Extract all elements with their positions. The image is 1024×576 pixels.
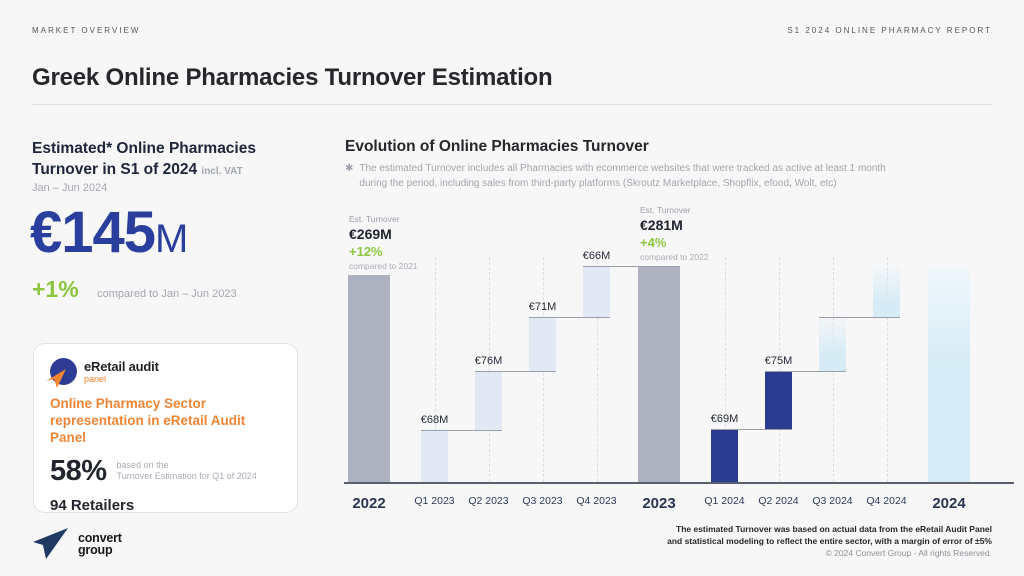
turnover-waterfall-chart: Est. Turnover €269M +12% compared to 202…	[344, 205, 1016, 515]
chart-footnote: ✱ The estimated Turnover includes all Ph…	[345, 163, 886, 189]
logo-text-line2: group	[78, 543, 113, 557]
chart-gridline	[886, 257, 888, 482]
page-title: Greek Online Pharmacies Turnover Estimat…	[32, 64, 553, 91]
eretail-logo-subtitle: panel	[84, 374, 107, 384]
chart-gridline	[724, 257, 726, 482]
title-divider	[32, 104, 992, 105]
representation-note: based on the Turnover Estimation for Q1 …	[116, 460, 257, 481]
chart-title: Evolution of Online Pharmacies Turnover	[345, 138, 649, 155]
x-axis-label-2023: 2023	[642, 495, 676, 512]
chart-bar-q2-2023	[475, 371, 502, 430]
growth-row: +1% compared to Jan – Jun 2023	[32, 276, 237, 303]
waterfall-connector	[475, 371, 556, 373]
waterfall-connector	[421, 429, 502, 431]
bar-value-label: €68M	[420, 413, 449, 426]
chart-gridline	[778, 257, 780, 482]
representation-percent: 58%	[50, 455, 107, 487]
turnover-big-value: €145M	[30, 202, 188, 279]
left-heading-line2: Turnover in S1 of 2024	[32, 161, 198, 178]
x-axis-label-q1-2024: Q1 2024	[704, 495, 745, 507]
convert-group-logo: convert group	[32, 528, 122, 560]
card-heading: Online Pharmacy Sector representation in…	[50, 396, 246, 445]
x-axis-label-q2-2023: Q2 2023	[468, 495, 509, 507]
eretail-logo-circle	[46, 358, 77, 388]
cursor-arrow-icon	[46, 369, 66, 388]
waterfall-connector	[711, 428, 792, 430]
waterfall-connector	[819, 316, 900, 318]
disclaimer-line1: The estimated Turnover was based on actu…	[676, 524, 992, 534]
bar-value-label: €66M	[582, 250, 611, 262]
waterfall-connector	[765, 371, 846, 373]
annotation-2023: Est. Turnover €281M +4% compared to 2022	[640, 205, 709, 262]
x-axis-line	[344, 482, 1014, 484]
chart-gridline	[488, 257, 490, 482]
chart-bar-q2-2024	[765, 371, 792, 429]
copyright: © 2024 Convert Group - All rights Reserv…	[825, 548, 992, 558]
bar-value-label: €75M	[764, 355, 793, 368]
report-name-label: S1 2024 ONLINE PHARMACY REPORT	[787, 26, 992, 35]
growth-percent: +1%	[32, 276, 79, 302]
x-axis-label-q4-2023: Q4 2023	[576, 495, 617, 507]
x-axis-label-2024: 2024	[932, 495, 966, 512]
left-heading-line1: Estimated* Online Pharmacies	[32, 140, 256, 157]
turnover-unit: M	[155, 217, 189, 261]
logo-text-line1: convert	[78, 530, 122, 545]
left-panel-heading: Estimated* Online Pharmacies Turnover in…	[32, 138, 256, 182]
waterfall-connector	[583, 266, 680, 267]
chart-bar-q3-2023	[529, 316, 556, 372]
panel-representation-stat: 58% based on the Turnover Estimation for…	[50, 455, 281, 488]
chart-bar-q1-2024	[711, 428, 738, 482]
chart-bar-2022	[348, 275, 390, 482]
x-axis-label-2022: 2022	[352, 495, 386, 512]
turnover-amount: €145	[30, 200, 156, 265]
chart-bar-2024	[928, 268, 970, 482]
x-axis-label-q3-2023: Q3 2023	[522, 495, 563, 507]
bar-value-label: €76M	[474, 355, 503, 368]
retailers-count: 94 Retailers	[50, 497, 135, 514]
bar-value-label: €69M	[710, 412, 739, 425]
waterfall-connector	[529, 316, 610, 318]
chart-gridline	[434, 257, 436, 482]
x-axis-label-q1-2023: Q1 2023	[414, 495, 455, 507]
x-axis-label-q4-2024: Q4 2024	[866, 495, 907, 507]
period-label: Jan – Jun 2024	[32, 182, 108, 194]
asterisk-icon: ✱	[345, 163, 354, 174]
chart-bar-q3-2024	[819, 316, 846, 372]
bar-value-label: €71M	[528, 300, 557, 313]
eretail-logo-title: eRetail audit	[84, 359, 159, 374]
growth-note: compared to Jan – Jun 2023	[97, 288, 237, 300]
eretail-logo: eRetail audit panel	[46, 357, 281, 388]
eretail-audit-card: eRetail audit panel Online Pharmacy Sect…	[33, 343, 298, 514]
x-axis-label-q2-2024: Q2 2024	[758, 495, 799, 507]
chart-bar-q4-2023	[583, 266, 610, 317]
footer-disclaimer: The estimated Turnover was based on actu…	[667, 524, 992, 559]
incl-vat-label: incl. VAT	[201, 166, 243, 177]
paper-plane-icon	[33, 528, 68, 559]
annotation-2022: Est. Turnover €269M +12% compared to 202…	[349, 214, 418, 271]
x-axis-label-q3-2024: Q3 2024	[812, 495, 853, 507]
disclaimer-line2: and statistical modeling to reflect the …	[667, 535, 992, 546]
report-section-label: MARKET OVERVIEW	[32, 26, 141, 35]
chart-bar-q1-2023	[421, 429, 448, 482]
chart-bar-q4-2024	[873, 266, 900, 317]
chart-bar-2023	[638, 266, 680, 482]
chart-gridline	[596, 257, 598, 482]
